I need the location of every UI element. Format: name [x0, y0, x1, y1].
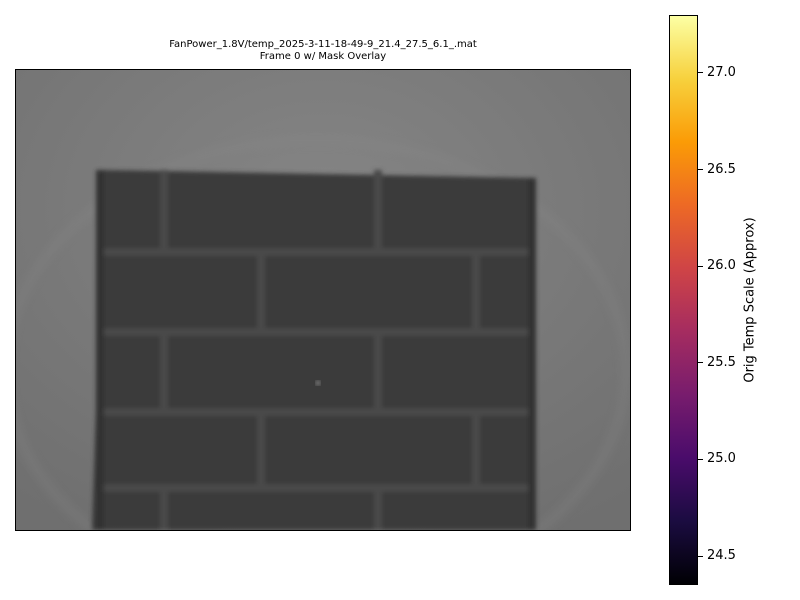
grout-horizontal	[98, 328, 536, 336]
thermal-image-frame	[15, 69, 631, 531]
chart-title-line-1: FanPower_1.8V/temp_2025-3-11-18-49-9_21.…	[169, 39, 477, 50]
grout-vertical	[160, 488, 168, 530]
grout-vertical	[257, 412, 265, 488]
colorbar-tick-label: 24.5	[707, 548, 736, 564]
colorbar-tick	[698, 265, 703, 267]
grout-horizontal	[98, 484, 536, 492]
colorbar-tick	[698, 72, 703, 74]
grout-vertical	[257, 252, 265, 332]
colorbar-tick-label: 27.0	[707, 64, 736, 80]
colorbar-label: Orig Temp Scale (Approx)	[742, 217, 758, 383]
grout-vertical	[160, 170, 168, 252]
hot-spot	[315, 380, 321, 386]
panel-edge-right	[528, 178, 536, 530]
colorbar	[669, 15, 698, 585]
colorbar-tick	[698, 362, 703, 364]
grout-horizontal	[98, 248, 536, 256]
colorbar-tick	[698, 169, 703, 171]
colorbar-tick-label: 25.0	[707, 451, 736, 467]
chart-title-line-2: Frame 0 w/ Mask Overlay	[259, 51, 387, 62]
grout-vertical	[374, 170, 382, 252]
colorbar-tick-label: 26.5	[707, 161, 736, 177]
grout-vertical	[472, 252, 480, 332]
grout-vertical	[374, 332, 382, 412]
panel-edge-left	[96, 170, 104, 530]
colorbar-tick-label: 25.5	[707, 354, 736, 370]
colorbar-tick-label: 26.0	[707, 258, 736, 274]
thermal-image	[16, 70, 630, 530]
grout-vertical	[160, 332, 168, 412]
grout-horizontal	[98, 408, 536, 416]
chart-title: FanPower_1.8V/temp_2025-3-11-18-49-9_21.…	[15, 39, 631, 63]
colorbar-tick	[698, 555, 703, 557]
brick-panel	[92, 170, 536, 530]
colorbar-tick	[698, 458, 703, 460]
panel-body	[92, 170, 536, 530]
grout-vertical	[374, 488, 382, 530]
grout-vertical	[472, 412, 480, 488]
dish-outline	[16, 138, 628, 530]
